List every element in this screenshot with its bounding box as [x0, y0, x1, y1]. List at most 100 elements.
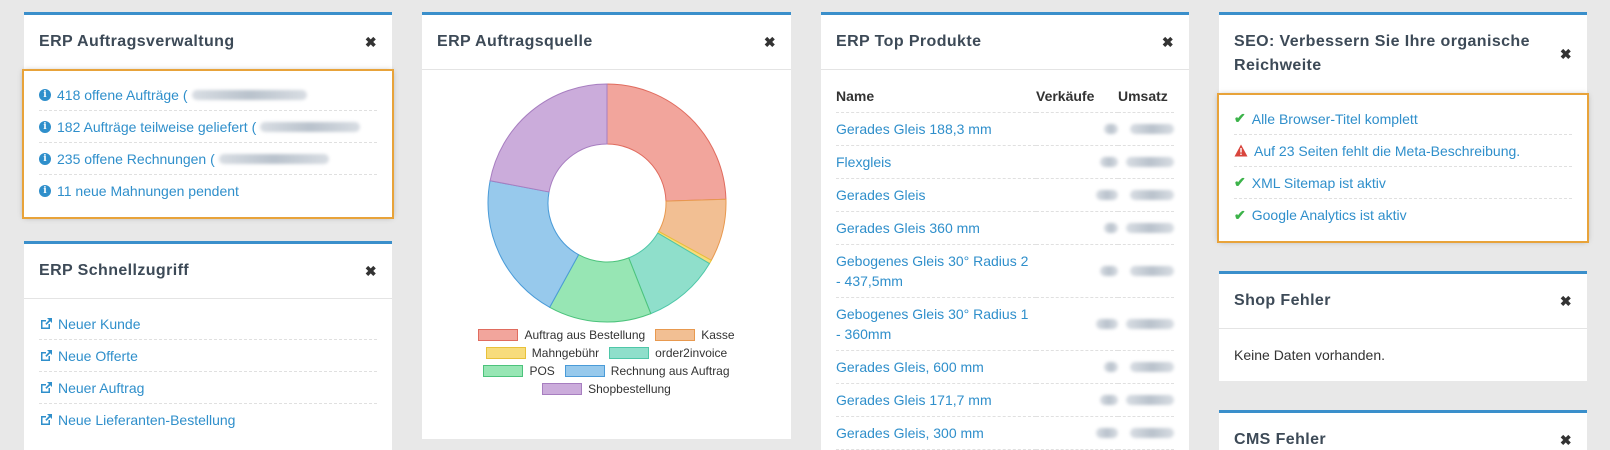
redacted-value	[1100, 156, 1118, 167]
product-name-cell: Gerades Gleis 188,3 mm	[836, 112, 1036, 146]
list-item[interactable]: Neue Offerte	[39, 340, 377, 372]
new-supplier-order-link[interactable]: Neue Lieferanten-Bestellung	[58, 412, 236, 428]
new-offer-link[interactable]: Neue Offerte	[58, 347, 138, 364]
reminders-link[interactable]: 11 neue Mahnungen pendent	[57, 183, 239, 199]
redacted-value	[1100, 394, 1118, 405]
product-link[interactable]: Gerades Gleis, 300 mm	[836, 424, 984, 441]
list-item[interactable]: ✔ XML Sitemap ist aktiv	[1234, 167, 1572, 199]
product-link[interactable]: Gerades Gleis 171,7 mm	[836, 391, 992, 408]
redacted-value	[1126, 394, 1174, 405]
product-name-cell: Gerades Gleis	[836, 178, 1036, 212]
panel-header: ERP Top Produkte ✖	[821, 15, 1189, 70]
product-link[interactable]: Gerades Gleis 188,3 mm	[836, 120, 992, 137]
table-row[interactable]: Gerades Gleis 188,3 mm	[836, 112, 1174, 146]
revenue-cell	[1118, 416, 1174, 450]
legend-swatch	[485, 347, 526, 359]
table-row[interactable]: Gerades Gleis 360 mm	[836, 211, 1174, 245]
product-name-cell: Gerades Gleis 360 mm	[836, 211, 1036, 245]
legend-item[interactable]: Auftrag aus Bestellung	[478, 328, 645, 342]
list-item[interactable]: i 11 neue Mahnungen pendent	[39, 175, 377, 207]
legend-item[interactable]: Shopbestellung	[542, 382, 671, 396]
sales-cell	[1036, 211, 1118, 245]
table-row[interactable]: Gerades Gleis	[836, 178, 1174, 212]
legend-item[interactable]: POS	[483, 364, 555, 378]
close-icon[interactable]: ✖	[1559, 45, 1572, 62]
table-row[interactable]: Gebogenes Gleis 30° Radius 1 - 360mm	[836, 297, 1174, 351]
list-item[interactable]: Neuer Auftrag	[39, 372, 377, 404]
info-icon: i	[39, 185, 51, 197]
donut-slice[interactable]	[487, 180, 580, 308]
chart-legend: Auftrag aus Bestellung Kasse Mahngebühr ord…	[447, 328, 767, 396]
list-item[interactable]: Neuer Kunde	[39, 308, 377, 340]
sales-cell	[1036, 297, 1118, 351]
revenue-cell	[1118, 178, 1174, 212]
seo-item-link[interactable]: XML Sitemap ist aktiv	[1251, 174, 1386, 191]
list-item[interactable]: Neue Lieferanten-Bestellung	[39, 404, 377, 436]
legend-item[interactable]: Kasse	[655, 328, 735, 342]
close-icon[interactable]: ✖	[364, 262, 377, 279]
seo-item-link[interactable]: Google Analytics ist aktiv	[1251, 207, 1407, 223]
donut-chart	[487, 83, 727, 323]
check-icon: ✔	[1234, 110, 1246, 126]
erp-quick-panel: ERP Schnellzugriff ✖ Neuer Kunde Neue Of…	[24, 241, 392, 450]
legend-item[interactable]: Rechnung aus Auftrag	[564, 364, 730, 378]
close-icon[interactable]: ✖	[1161, 33, 1174, 50]
redacted-value	[1100, 265, 1118, 276]
new-customer-link[interactable]: Neuer Kunde	[58, 315, 141, 332]
legend-item[interactable]: Mahngebühr	[485, 346, 599, 360]
panel-title: CMS Fehler	[1234, 431, 1327, 448]
column-header-sales: Verkäufe	[1036, 72, 1118, 113]
close-icon[interactable]: ✖	[1559, 431, 1572, 448]
panel-header: SEO: Verbessern Sie Ihre organische Reic…	[1219, 15, 1587, 94]
sales-cell	[1036, 112, 1118, 146]
erp-orders-panel: ERP Auftragsverwaltung ✖ i 418 offene Auf…	[22, 12, 394, 219]
table-row[interactable]: Gerades Gleis, 600 mm	[836, 350, 1174, 384]
sales-cell	[1036, 416, 1118, 450]
seo-item-link[interactable]: Alle Browser-Titel komplett	[1251, 110, 1418, 127]
redacted-value	[1126, 222, 1174, 233]
list-item[interactable]: i 418 offene Aufträge (	[39, 79, 377, 111]
table-row[interactable]: Gerades Gleis 171,7 mm	[836, 383, 1174, 417]
external-link-icon	[41, 349, 52, 361]
panel-title: ERP Top Produkte	[836, 33, 982, 50]
table-row[interactable]: Gerades Gleis, 300 mm	[836, 416, 1174, 450]
product-name-cell: Gerades Gleis 171,7 mm	[836, 383, 1036, 417]
revenue-cell	[1118, 211, 1174, 245]
list-item[interactable]: i 235 offene Rechnungen (	[39, 143, 377, 175]
table-row[interactable]: Gebogenes Gleis 30° Radius 2 - 437,5mm	[836, 244, 1174, 298]
donut-slice[interactable]	[606, 83, 727, 202]
open-orders-link[interactable]: 418 offene Aufträge (	[57, 86, 188, 103]
partial-orders-link[interactable]: 182 Aufträge teilweise geliefert (	[57, 118, 257, 135]
info-icon: i	[39, 152, 51, 165]
product-link[interactable]: Flexgleis	[836, 153, 892, 170]
product-link[interactable]: Gerades Gleis, 600 mm	[836, 358, 984, 375]
redacted-value	[1130, 265, 1174, 276]
list-item[interactable]: ✔ Alle Browser-Titel komplett	[1234, 103, 1572, 135]
open-invoices-link[interactable]: 235 offene Rechnungen (	[57, 150, 215, 167]
product-link[interactable]: Gebogenes Gleis 30° Radius 1 - 360mm	[836, 305, 1029, 342]
list-item[interactable]: Auf 23 Seiten fehlt die Meta-Beschreibun…	[1234, 135, 1572, 167]
revenue-cell	[1118, 112, 1174, 146]
product-link[interactable]: Gebogenes Gleis 30° Radius 2 - 437,5mm	[836, 252, 1029, 289]
list-item[interactable]: ✔ Google Analytics ist aktiv	[1234, 199, 1572, 231]
seo-item-link[interactable]: Auf 23 Seiten fehlt die Meta-Beschreibun…	[1254, 142, 1521, 159]
legend-swatch	[483, 365, 524, 377]
revenue-cell	[1118, 244, 1174, 298]
new-order-link[interactable]: Neuer Auftrag	[58, 379, 145, 396]
table-row[interactable]: Flexgleis	[836, 145, 1174, 179]
redacted-value	[1104, 222, 1118, 233]
donut-slice[interactable]	[489, 83, 608, 193]
close-icon[interactable]: ✖	[763, 33, 776, 50]
redacted-value	[1104, 123, 1118, 134]
redacted-value	[1130, 189, 1174, 200]
close-icon[interactable]: ✖	[1559, 292, 1572, 309]
panel-header: Shop Fehler ✖	[1219, 274, 1587, 329]
product-link[interactable]: Gerades Gleis 360 mm	[836, 219, 980, 236]
list-item[interactable]: i 182 Aufträge teilweise geliefert (	[39, 111, 377, 143]
legend-label: Rechnung aus Auftrag	[610, 364, 730, 378]
redacted-value	[1130, 361, 1174, 372]
close-icon[interactable]: ✖	[364, 33, 377, 50]
legend-item[interactable]: order2invoice	[609, 346, 727, 360]
product-link[interactable]: Gerades Gleis	[836, 186, 926, 203]
legend-swatch	[542, 383, 583, 395]
